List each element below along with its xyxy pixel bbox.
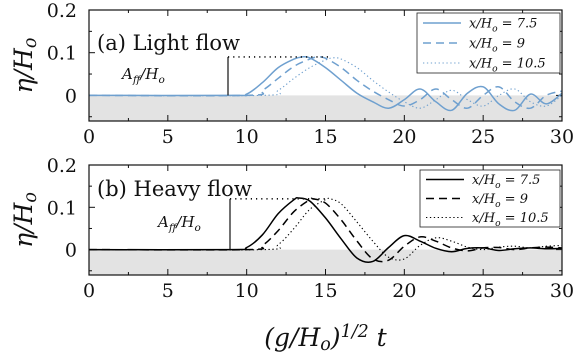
x-tick-label: 30: [550, 126, 574, 148]
x-tick-label: 20: [392, 280, 416, 302]
x-tick-label: 15: [313, 126, 337, 148]
y-axis-label: η/Ho: [9, 38, 41, 94]
x-tick-labels: 0 5 10 15 20 25 30: [83, 126, 574, 148]
amplitude-label: Aff/Ho: [120, 65, 165, 86]
series-line: [89, 197, 562, 263]
y-tick-label: 0: [65, 240, 77, 262]
series-group: [89, 55, 562, 112]
y-tick-label: 0.1: [47, 43, 77, 65]
y-tick-label: 0.2: [47, 155, 77, 177]
x-axis-label: (g/Ho)1/2 t: [264, 322, 387, 354]
plot-frame: [88, 9, 563, 122]
amplitude-label: Aff/Ho: [156, 213, 201, 234]
panel-b: 0 5 10 15 20 25 30 0 0.1 0.2 Aff/Ho (b) Heavy fl…: [9, 155, 574, 354]
legend-label: x/Ho = 7.5: [472, 173, 540, 191]
legend: x/Ho = 7.5x/Ho = 9x/Ho = 10.5: [419, 169, 561, 229]
series-group: [89, 197, 562, 263]
x-tick-label: 15: [313, 280, 337, 302]
y-tick-label: 0: [65, 85, 77, 107]
x-tick-label: 0: [83, 280, 95, 302]
legend-label: x/Ho = 10.5: [472, 211, 549, 229]
x-tick-label: 5: [162, 126, 174, 148]
x-tick-label: 25: [471, 126, 495, 148]
y-axis-label: η/Ho: [9, 192, 41, 248]
series-line: [89, 56, 562, 110]
series-line: [89, 57, 562, 109]
legend-label: x/Ho = 9: [469, 37, 525, 55]
panel-title: (a) Light flow: [97, 31, 240, 55]
x-tick-label: 5: [162, 280, 174, 302]
plot-frame: [88, 164, 563, 276]
legend-label: x/Ho = 7.5: [469, 17, 537, 35]
x-tick-label: 25: [471, 280, 495, 302]
y-tick-label: 0.1: [47, 197, 77, 219]
x-tick-labels: 0 5 10 15 20 25 30: [83, 280, 574, 302]
legend-label: x/Ho = 9: [472, 192, 528, 210]
y-tick-labels: 0 0.1 0.2: [47, 155, 77, 262]
x-tick-label: 10: [235, 280, 259, 302]
legend: x/Ho = 7.5 x/Ho = 9 x/Ho = 10.5: [416, 12, 561, 75]
y-tick-label: 0.2: [47, 0, 77, 22]
x-tick-label: 30: [550, 280, 574, 302]
x-tick-label: 20: [392, 126, 416, 148]
x-tick-label: 0: [83, 126, 95, 148]
series-line: [89, 55, 562, 112]
panel-title: (b) Heavy flow: [97, 177, 252, 201]
panel-a: 0 5 10 15 20 25 30 0 0.1 0.2 Aff/Ho (a) Light fl…: [9, 0, 574, 148]
x-tick-label: 10: [235, 126, 259, 148]
series-line: [89, 197, 562, 261]
legend-label: x/Ho = 10.5: [469, 57, 546, 75]
y-tick-labels: 0 0.1 0.2: [47, 0, 77, 107]
